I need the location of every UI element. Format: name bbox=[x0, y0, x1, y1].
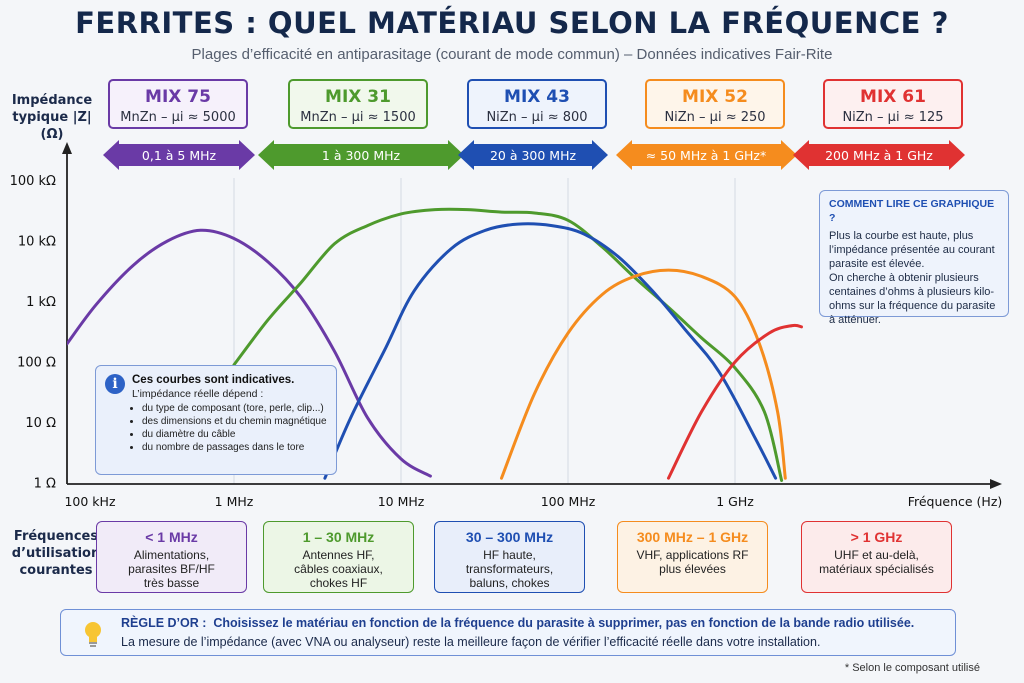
mix-75-box: MIX 75 MnZn – µi ≈ 5000 bbox=[108, 79, 248, 129]
usage-box-30-300mhz: 30 – 300 MHz HF haute, transformateurs, … bbox=[434, 521, 585, 593]
note-list: du type de composant (tore, perle, clip.… bbox=[132, 403, 328, 453]
mix-61-range-arrow bbox=[793, 140, 965, 170]
usage-title: > 1 GHz bbox=[850, 529, 903, 545]
usage-box-300mhz-1ghz: 300 MHz – 1 GHz VHF, applications RF plu… bbox=[617, 521, 768, 593]
page-subtitle: Plages d’efficacité en antiparasitage (c… bbox=[191, 46, 833, 63]
lightbulb-icon bbox=[85, 622, 101, 647]
note-item: du type de composant (tore, perle, clip.… bbox=[142, 403, 328, 414]
mix-31-box: MIX 31 MnZn – µi ≈ 1500 bbox=[288, 79, 428, 129]
y-tick-label: 1 Ω bbox=[34, 477, 56, 492]
x-tick-label: 1 GHz bbox=[716, 494, 754, 509]
note-title: Ces courbes sont indicatives. bbox=[132, 374, 295, 386]
page-title: FERRITES : QUEL MATÉRIAU SELON LA FRÉQUE… bbox=[75, 6, 949, 40]
mix-52-range-label: ≈ 50 MHz à 1 GHz* bbox=[646, 148, 767, 163]
mix-31-curve bbox=[232, 207, 784, 482]
usage-box-1-30mhz: 1 – 30 MHz Antennes HF, câbles coaxiaux,… bbox=[263, 521, 414, 593]
mix-31-name: MIX 31 bbox=[325, 87, 391, 107]
info-icon: i bbox=[105, 374, 125, 394]
x-tick-label: 100 MHz bbox=[541, 494, 596, 509]
mix-43-spec: NiZn – µi ≈ 800 bbox=[486, 110, 588, 125]
x-axis-label: Fréquence (Hz) bbox=[908, 494, 1003, 509]
note-item: des dimensions et du chemin magnétique bbox=[142, 416, 328, 427]
mix-61-box: MIX 61 NiZn – µi ≈ 125 bbox=[823, 79, 963, 129]
y-tick-label: 10 kΩ bbox=[18, 235, 56, 250]
footnote: * Selon le composant utilisé bbox=[844, 662, 980, 674]
how-to-read-p1: Plus la courbe est haute, plus l’impédan… bbox=[829, 230, 995, 270]
note-item: du nombre de passages dans le tore bbox=[142, 442, 328, 453]
mix-52-spec: NiZn – µi ≈ 250 bbox=[664, 110, 766, 125]
mix-75-spec: MnZn – µi ≈ 5000 bbox=[120, 110, 236, 125]
how-to-read-p2: On cherche à obtenir plusieurs centaines… bbox=[829, 272, 996, 326]
usage-title: < 1 MHz bbox=[145, 529, 198, 545]
mix-61-name: MIX 61 bbox=[860, 87, 926, 107]
golden-rule-text: Choisissez le matériau en fonction de la… bbox=[213, 616, 915, 630]
y-tick-label: 100 kΩ bbox=[10, 174, 56, 189]
usage-text: HF haute, transformateurs, baluns, choke… bbox=[465, 548, 554, 590]
y-axis-label: Impédance typique |Z| (Ω) bbox=[11, 93, 93, 142]
mix-52-range-arrow bbox=[616, 140, 797, 170]
golden-rule-line2: La mesure de l’impédance (avec VNA ou an… bbox=[121, 635, 821, 649]
impedance-chart: 0,1 à 5 MHz 1 à 300 MHz 20 à 300 MHz ≈ 5… bbox=[10, 140, 1003, 509]
mix-61-range-label: 200 MHz à 1 GHz bbox=[825, 148, 933, 163]
usage-box-gt-1ghz: > 1 GHz UHF et au-delà, matériaux spécia… bbox=[801, 521, 952, 593]
mix-31-range-arrow bbox=[258, 140, 464, 170]
x-tick-label: 1 MHz bbox=[215, 494, 254, 509]
usage-title: 30 – 300 MHz bbox=[465, 529, 554, 545]
mix-75-name: MIX 75 bbox=[145, 87, 211, 107]
y-tick-label: 100 Ω bbox=[17, 356, 56, 371]
mix-43-box: MIX 43 NiZn – µi ≈ 800 bbox=[467, 79, 607, 129]
y-tick-labels: 1 Ω 10 Ω 100 Ω 1 kΩ 10 kΩ 100 kΩ bbox=[10, 174, 56, 492]
mix-43-name: MIX 43 bbox=[504, 87, 570, 107]
note-item: du diamètre du câble bbox=[142, 429, 328, 440]
mix-43-range-arrow bbox=[458, 140, 608, 170]
mix-31-range-label: 1 à 300 MHz bbox=[322, 148, 401, 163]
y-tick-label: 1 kΩ bbox=[26, 295, 56, 310]
golden-rule-box: RÈGLE D’OR : Choisissez le matériau en f… bbox=[60, 609, 956, 656]
usage-label: Fréquences d’utilisation courantes bbox=[11, 529, 101, 578]
mix-61-curve bbox=[667, 323, 803, 480]
usage-box-lt-1mhz: < 1 MHz Alimentations, parasites BF/HF t… bbox=[96, 521, 247, 593]
usage-title: 300 MHz – 1 GHz bbox=[636, 529, 749, 545]
range-arrows: 0,1 à 5 MHz 1 à 300 MHz 20 à 300 MHz ≈ 5… bbox=[103, 140, 965, 170]
x-tick-label: 10 MHz bbox=[378, 494, 425, 509]
mix-75-range-label: 0,1 à 5 MHz bbox=[142, 148, 217, 163]
mix-43-curve bbox=[323, 222, 778, 480]
golden-rule-line1: RÈGLE D’OR : Choisissez le matériau en f… bbox=[121, 616, 914, 630]
x-tick-label: 100 kHz bbox=[64, 494, 115, 509]
mix-52-name: MIX 52 bbox=[682, 87, 748, 107]
axes bbox=[62, 142, 1002, 489]
mix-43-range-label: 20 à 300 MHz bbox=[490, 148, 577, 163]
impedance-curves bbox=[67, 207, 803, 482]
x-tick-labels: 100 kHz 1 MHz 10 MHz 100 MHz 1 GHz bbox=[64, 494, 754, 509]
usage-text: Alimentations, parasites BF/HF très bass… bbox=[128, 548, 215, 590]
usage-title: 1 – 30 MHz bbox=[302, 529, 375, 545]
mix-52-curve bbox=[500, 268, 787, 480]
mix-75-range-arrow bbox=[103, 140, 255, 170]
note-text: L’impédance réelle dépend : bbox=[132, 388, 264, 400]
usage-text: VHF, applications RF plus élevées bbox=[636, 548, 749, 576]
mix-52-box: MIX 52 NiZn – µi ≈ 250 bbox=[645, 79, 785, 129]
usage-text: Antennes HF, câbles coaxiaux, chokes HF bbox=[294, 548, 383, 590]
golden-rule-label: RÈGLE D’OR : bbox=[121, 616, 207, 630]
indicative-note: i Ces courbes sont indicatives. L’impéda… bbox=[95, 365, 337, 475]
how-to-read-box: COMMENT LIRE CE GRAPHIQUE ? Plus la cour… bbox=[819, 190, 1009, 326]
y-tick-label: 10 Ω bbox=[25, 416, 56, 431]
mix-75-curve bbox=[67, 228, 432, 478]
how-to-read-title: COMMENT LIRE CE GRAPHIQUE ? bbox=[829, 198, 995, 224]
mix-31-spec: MnZn – µi ≈ 1500 bbox=[300, 110, 416, 125]
usage-text: UHF et au-delà, matériaux spécialisés bbox=[819, 548, 934, 576]
mix-61-spec: NiZn – µi ≈ 125 bbox=[842, 110, 944, 125]
